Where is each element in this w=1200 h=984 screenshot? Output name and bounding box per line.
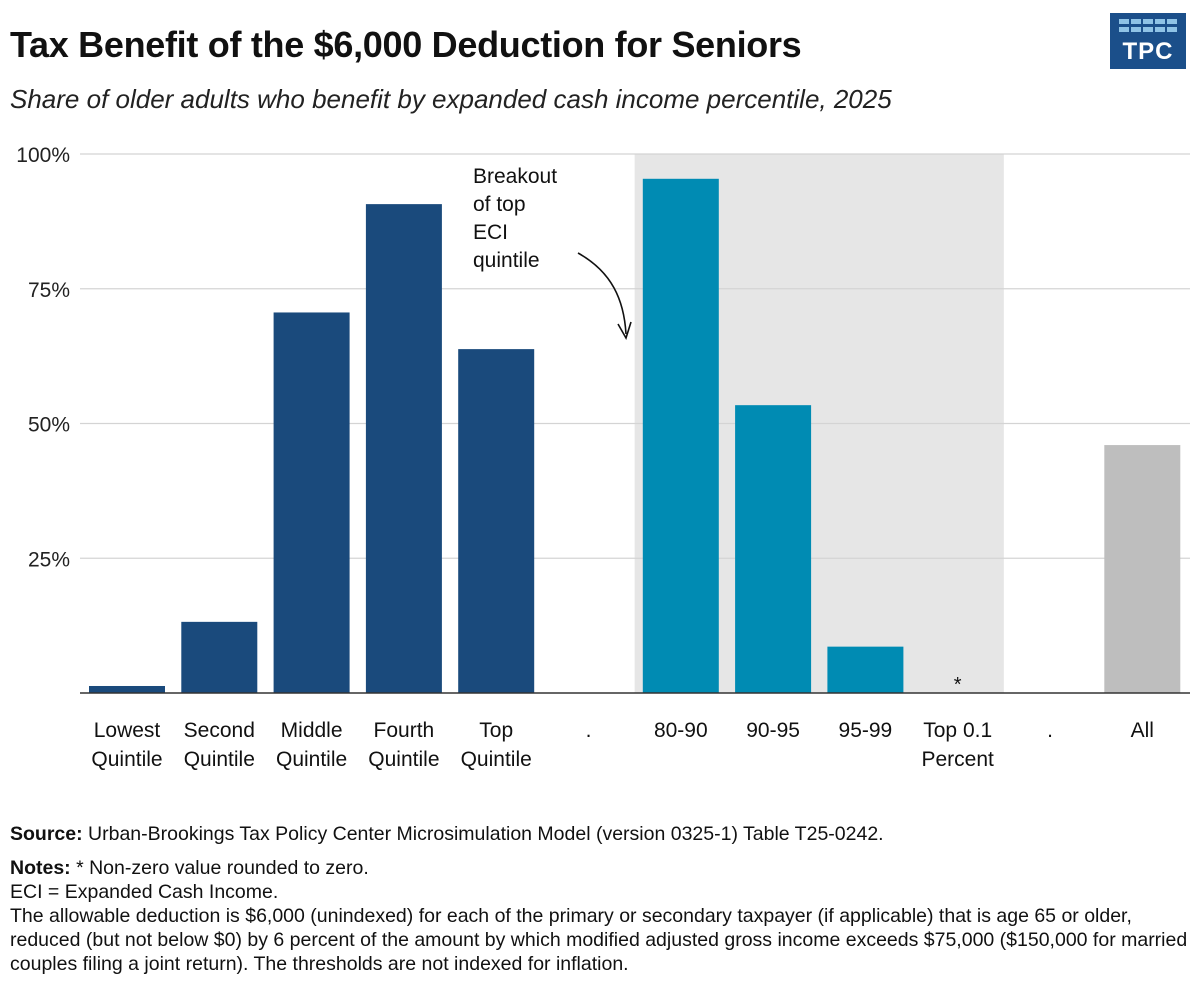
y-tick-label: 75% (28, 279, 70, 302)
x-tick-label: Top (479, 719, 513, 742)
bar (735, 405, 812, 693)
bar (458, 349, 535, 693)
bar-chart: 25% 50% 75% 100% * Lowest Quintile Second Quinti… (16, 144, 1190, 771)
x-tick-label: 90-95 (746, 719, 800, 742)
annotation-arrow (577, 252, 627, 335)
notes-line-2: ECI = Expanded Cash Income. (10, 881, 279, 903)
source-label: Source: (10, 823, 83, 845)
annotation-text: Breakout (473, 165, 557, 188)
bar (642, 178, 719, 693)
bar-value-label: * (954, 674, 962, 696)
chart-subtitle: Share of older adults who benefit by exp… (10, 84, 892, 114)
x-tick-label: Quintile (184, 748, 255, 771)
x-tick-label: . (586, 719, 592, 742)
x-tick-label: Middle (281, 719, 343, 742)
bar (827, 646, 904, 693)
x-tick-label: All (1131, 719, 1154, 742)
y-tick-label: 50% (28, 414, 70, 437)
x-tick-label: Quintile (91, 748, 162, 771)
bar (273, 312, 350, 693)
x-tick-label: Quintile (461, 748, 532, 771)
source-note: Source: Urban-Brookings Tax Policy Cente… (10, 822, 1190, 846)
logo-text: TPC (1122, 38, 1174, 65)
y-tick-label: 100% (16, 144, 70, 167)
chart-title: Tax Benefit of the $6,000 Deduction for … (10, 24, 802, 65)
x-tick-label: . (1047, 719, 1053, 742)
y-tick-label: 25% (28, 548, 70, 571)
x-tick-label: 95-99 (839, 719, 893, 742)
bar (365, 204, 442, 693)
bar (89, 685, 165, 693)
source-text: Urban-Brookings Tax Policy Center Micros… (82, 823, 884, 845)
x-tick-label: Top 0.1 (923, 719, 992, 742)
x-tick-label: 80-90 (654, 719, 708, 742)
x-tick-label: Quintile (368, 748, 439, 771)
bar (181, 621, 258, 693)
x-tick-label: Fourth (374, 719, 435, 742)
tpc-logo: TPC (1110, 13, 1186, 69)
x-tick-label: Lowest (94, 719, 161, 742)
notes-label: Notes: (10, 857, 71, 879)
annotation-arrowhead (617, 321, 632, 340)
notes-line-3: The allowable deduction is $6,000 (unind… (10, 905, 1188, 975)
x-tick-label: Quintile (276, 748, 347, 771)
annotation-text: quintile (473, 249, 540, 272)
x-tick-label: Second (184, 719, 255, 742)
bar (1104, 445, 1181, 693)
annotation-text: of top (473, 193, 526, 216)
x-tick-label: Percent (922, 748, 995, 771)
annotation-text: ECI (473, 221, 508, 244)
notes-line-1: * Non-zero value rounded to zero. (70, 857, 369, 879)
notes-block: Notes: * Non-zero value rounded to zero.… (10, 856, 1190, 976)
